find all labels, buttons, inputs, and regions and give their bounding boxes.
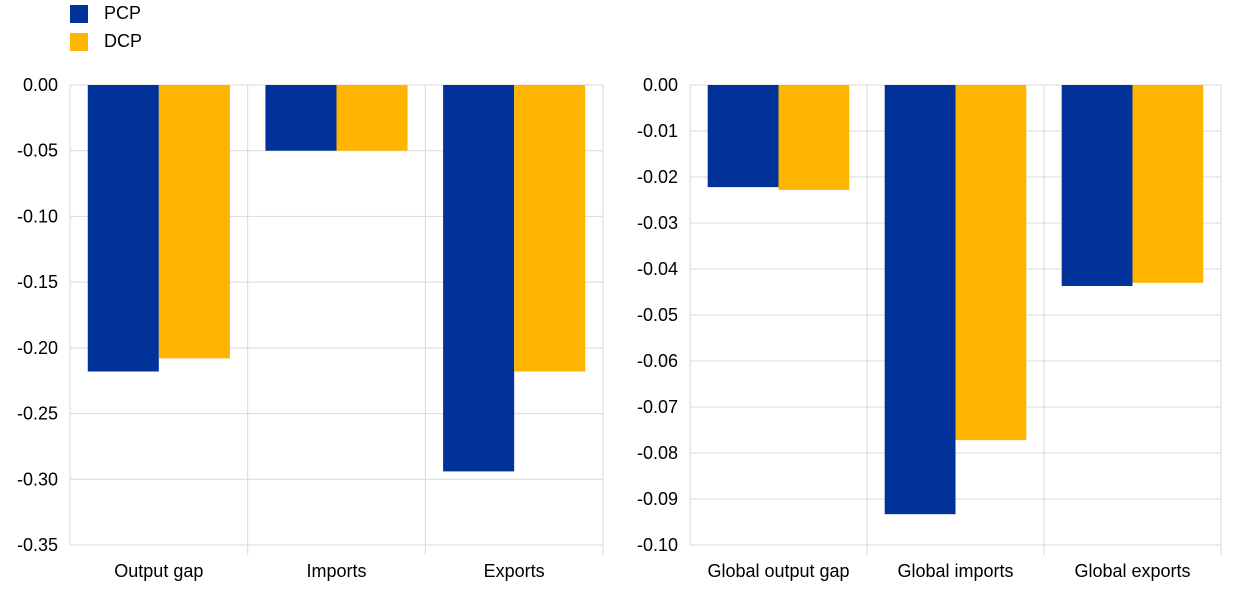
y-tick-label: 0.00 <box>643 75 678 95</box>
y-tick-label: -0.25 <box>17 404 58 424</box>
bar-pcp <box>884 85 956 515</box>
y-tick-label: -0.06 <box>637 351 678 371</box>
y-tick-label: -0.03 <box>637 213 678 233</box>
y-tick-label: -0.15 <box>17 272 58 292</box>
y-tick-label: -0.20 <box>17 338 58 358</box>
bar-pcp <box>1061 85 1133 287</box>
legend-label: PCP <box>104 3 142 23</box>
x-tick-label: Exports <box>484 561 545 581</box>
x-tick-label: Global exports <box>1074 561 1190 581</box>
y-tick-label: -0.05 <box>17 141 58 161</box>
legend-swatch-pcp <box>70 4 88 23</box>
y-tick-label: -0.08 <box>637 443 678 463</box>
bar-dcp <box>1132 85 1204 283</box>
bar-dcp <box>778 85 850 190</box>
legend-item-dcp: DCP <box>70 31 142 52</box>
y-tick-label: -0.01 <box>637 121 678 141</box>
bar-dcp <box>955 85 1027 441</box>
x-tick-label: Global output gap <box>707 561 849 581</box>
y-tick-label: -0.35 <box>17 535 58 555</box>
bar-pcp <box>265 85 337 151</box>
bar-pcp <box>707 85 779 188</box>
bar-pcp <box>443 85 515 472</box>
x-tick-label: Global imports <box>897 561 1013 581</box>
legend-swatch-dcp <box>70 32 88 51</box>
bar-dcp <box>514 85 586 372</box>
x-tick-label: Output gap <box>114 561 203 581</box>
bar-dcp <box>336 85 408 151</box>
y-tick-label: -0.09 <box>637 489 678 509</box>
y-tick-label: -0.05 <box>637 305 678 325</box>
y-tick-label: -0.07 <box>637 397 678 417</box>
y-tick-label: -0.10 <box>17 206 58 226</box>
y-tick-label: 0.00 <box>23 75 58 95</box>
y-tick-label: -0.30 <box>17 469 58 489</box>
x-tick-label: Imports <box>306 561 366 581</box>
legend-item-pcp: PCP <box>70 3 141 24</box>
bar-pcp <box>87 85 159 372</box>
y-tick-label: -0.04 <box>637 259 678 279</box>
legend-label: DCP <box>104 31 143 51</box>
y-tick-label: -0.10 <box>637 535 678 555</box>
y-tick-label: -0.02 <box>637 167 678 187</box>
bar-dcp <box>158 85 230 359</box>
